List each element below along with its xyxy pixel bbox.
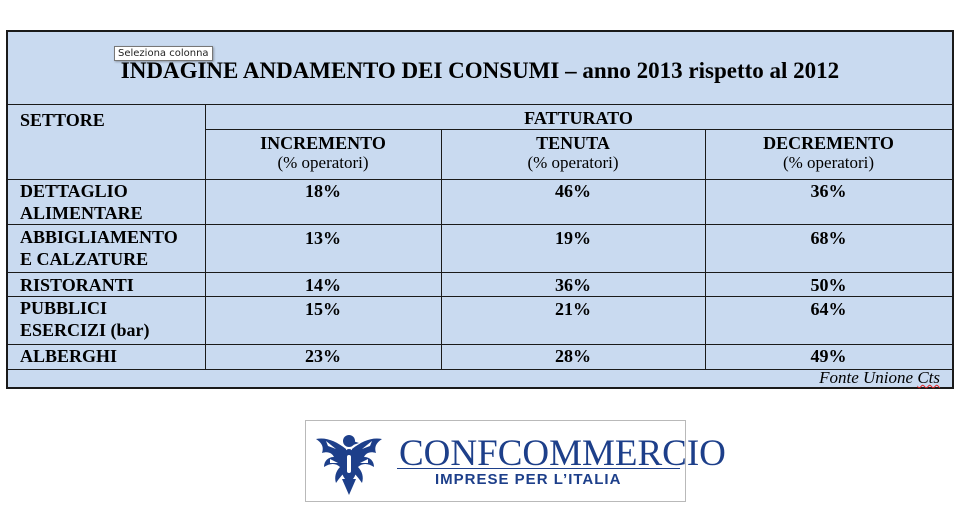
column-header-tenuta[interactable]: TENUTA (% operatori) xyxy=(441,133,705,173)
cell-incremento[interactable]: 13% xyxy=(305,228,341,248)
consumption-report-table: INDAGINE ANDAMENTO DEI CONSUMI – anno 20… xyxy=(6,30,954,389)
column-header-label: INCREMENTO xyxy=(260,133,386,153)
sector-line: ESERCIZI (bar) xyxy=(20,320,150,340)
sector-line: ALBERGHI xyxy=(20,346,118,366)
cell-incremento[interactable]: 14% xyxy=(305,275,341,295)
table-row-sector[interactable]: ABBIGLIAMENTO E CALZATURE xyxy=(20,226,178,270)
sector-line: ALIMENTARE xyxy=(20,203,143,223)
table-row-sector[interactable]: RISTORANTI xyxy=(20,274,134,296)
brand-divider xyxy=(397,468,680,469)
brand-name: CONFCOMMERCIO xyxy=(399,433,726,474)
row-divider xyxy=(8,179,952,180)
column-header-sub: (% operatori) xyxy=(782,153,875,172)
col-divider xyxy=(205,104,206,369)
cell-decremento[interactable]: 68% xyxy=(810,228,847,248)
brand-tagline: IMPRESE PER L’ITALIA xyxy=(435,471,622,488)
cell-tenuta[interactable]: 28% xyxy=(555,346,591,366)
column-header-sub: (% operatori) xyxy=(277,153,369,172)
sector-line: E CALZATURE xyxy=(20,249,149,269)
cell-tenuta[interactable]: 36% xyxy=(555,275,591,295)
row-divider xyxy=(8,272,952,273)
row-divider xyxy=(205,129,952,130)
select-column-tooltip: Seleziona colonna xyxy=(114,46,213,61)
source-suffix: Cts xyxy=(917,368,940,387)
source-prefix: Fonte Unione xyxy=(819,368,918,387)
cell-decremento[interactable]: 64% xyxy=(810,299,847,319)
column-header-sub: (% operatori) xyxy=(527,153,619,172)
column-header-label: DECREMENTO xyxy=(763,133,894,153)
cell-incremento[interactable]: 18% xyxy=(305,181,341,201)
cell-decremento[interactable]: 50% xyxy=(810,275,847,295)
cell-incremento[interactable]: 15% xyxy=(305,299,341,319)
cell-decremento[interactable]: 36% xyxy=(810,181,847,201)
column-header-label: TENUTA xyxy=(536,133,610,153)
cell-tenuta[interactable]: 21% xyxy=(555,299,591,319)
sector-line: ABBIGLIAMENTO xyxy=(20,227,178,247)
sector-line: RISTORANTI xyxy=(20,275,134,295)
eagle-logo-icon xyxy=(316,435,382,495)
cell-decremento[interactable]: 49% xyxy=(810,346,847,366)
row-divider xyxy=(8,369,952,370)
cell-incremento[interactable]: 23% xyxy=(305,346,341,366)
sector-line: DETTAGLIO xyxy=(20,181,128,201)
report-title: INDAGINE ANDAMENTO DEI CONSUMI – anno 20… xyxy=(120,58,840,83)
table-row-sector[interactable]: PUBBLICI ESERCIZI (bar) xyxy=(20,297,150,341)
col-divider xyxy=(705,129,706,369)
data-grid: SETTORE FATTURATO INCREMENTO (% operator… xyxy=(8,104,952,387)
cell-tenuta[interactable]: 46% xyxy=(555,181,591,201)
table-row-sector[interactable]: ALBERGHI xyxy=(20,345,117,367)
title-row[interactable]: INDAGINE ANDAMENTO DEI CONSUMI – anno 20… xyxy=(8,32,952,105)
table-row-sector[interactable]: DETTAGLIO ALIMENTARE xyxy=(20,180,143,224)
cell-tenuta[interactable]: 19% xyxy=(555,228,591,248)
column-header-incremento[interactable]: INCREMENTO (% operatori) xyxy=(205,133,441,173)
row-divider xyxy=(8,296,952,297)
sector-line: PUBBLICI xyxy=(20,298,108,318)
col-divider xyxy=(441,129,442,369)
header-fatturato[interactable]: FATTURATO xyxy=(524,108,633,128)
source-note: Fonte Unione Cts xyxy=(819,368,940,388)
column-header-decremento[interactable]: DECREMENTO (% operatori) xyxy=(705,133,952,173)
header-settore[interactable]: SETTORE xyxy=(20,110,105,130)
row-divider xyxy=(8,344,952,345)
row-divider xyxy=(8,224,952,225)
confcommercio-logo: CONFCOMMERCIO IMPRESE PER L’ITALIA xyxy=(305,420,726,502)
